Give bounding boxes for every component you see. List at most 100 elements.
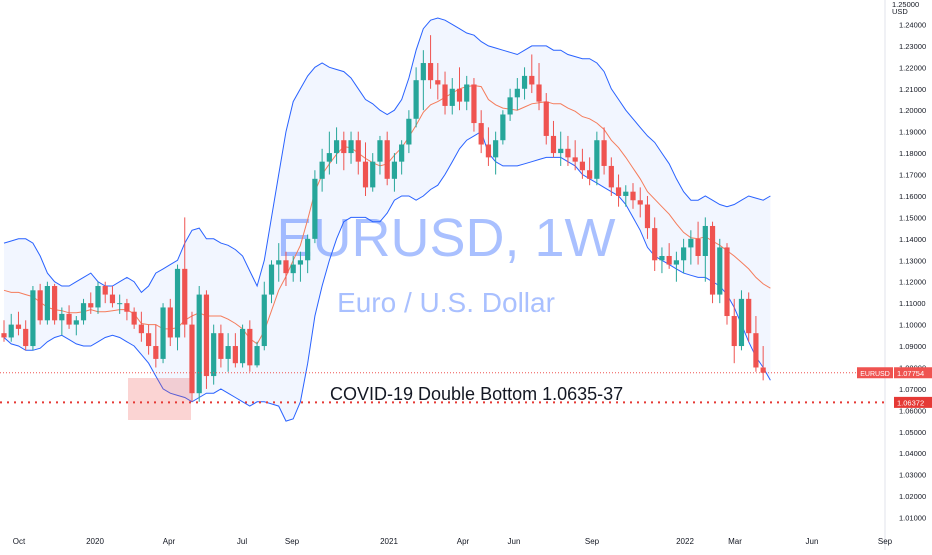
candle — [681, 238, 687, 274]
candle — [290, 255, 296, 282]
candle — [37, 283, 43, 325]
candle — [753, 316, 759, 372]
candle — [15, 311, 22, 336]
time-tick-label: Jun — [508, 537, 521, 546]
candle-body — [30, 290, 36, 347]
candle-body — [312, 178, 318, 239]
candle-body — [529, 75, 535, 85]
last-price-tag — [894, 367, 932, 379]
candle — [355, 131, 361, 175]
candle — [601, 127, 607, 175]
candle — [80, 298, 87, 325]
candle — [305, 234, 311, 274]
candle — [413, 67, 419, 128]
candle-body — [182, 268, 188, 325]
candle — [673, 251, 679, 282]
candle-body — [760, 367, 766, 373]
candle — [746, 292, 752, 342]
candle — [456, 67, 463, 111]
candle — [594, 131, 600, 186]
candle-body — [384, 140, 390, 179]
candle — [153, 324, 159, 368]
candle-body — [709, 225, 716, 295]
candle — [485, 127, 492, 166]
candle — [724, 243, 730, 325]
candle — [146, 324, 152, 355]
candle-body — [109, 294, 116, 304]
candle — [391, 153, 398, 192]
candle — [88, 292, 94, 314]
candle-body — [644, 204, 651, 229]
candle — [666, 243, 672, 269]
candle — [550, 120, 557, 158]
candle-body — [572, 157, 578, 162]
candle-body — [203, 294, 210, 377]
price-tick-label: 1.02000 — [899, 492, 926, 501]
price-tick-label: 1.11000 — [899, 299, 926, 308]
candle-body — [601, 140, 607, 166]
candle — [731, 298, 737, 364]
candle-body — [565, 148, 571, 158]
bollinger-upper-line — [3, 17, 771, 294]
candle-body — [442, 84, 448, 106]
candle-body — [326, 153, 332, 162]
candle-body — [753, 333, 759, 368]
candle — [319, 148, 325, 192]
candle-body — [153, 346, 159, 359]
candle-body — [550, 135, 557, 154]
candle-body — [435, 80, 441, 85]
candle — [435, 63, 441, 100]
candle-body — [124, 303, 130, 312]
price-tick-label: 1.19000 — [899, 128, 926, 137]
candle — [160, 303, 166, 364]
candle — [261, 281, 267, 351]
candle — [630, 183, 636, 209]
price-tick-label: 1.23000 — [899, 42, 926, 51]
candle-body — [717, 247, 723, 295]
candle — [362, 142, 369, 196]
price-tick-label: 1.17000 — [899, 171, 926, 180]
candle — [659, 247, 665, 274]
candle-body — [66, 313, 72, 325]
candle-body — [88, 303, 94, 308]
candle-body — [268, 264, 275, 295]
candle — [283, 251, 289, 287]
candle-body — [594, 140, 600, 179]
candle-body — [695, 238, 701, 256]
candle-body — [406, 118, 412, 145]
candle — [478, 110, 484, 154]
candle-body — [702, 225, 708, 256]
candle-body — [160, 307, 166, 359]
candle-body — [80, 303, 87, 321]
candle — [59, 307, 65, 336]
price-tick-label: 1.16000 — [899, 192, 926, 201]
candle — [608, 157, 614, 196]
candle — [23, 320, 29, 351]
double-bottom-highlight — [128, 378, 191, 420]
price-tick-label: 1.14000 — [899, 235, 926, 244]
price-tick-label: 1.07000 — [899, 385, 926, 394]
candle — [174, 264, 181, 351]
candle-body — [724, 247, 730, 317]
candle — [341, 131, 347, 171]
time-tick-label: Oct — [13, 537, 26, 546]
candle — [268, 260, 275, 304]
candle-body — [225, 346, 231, 359]
candle-body — [59, 313, 65, 321]
candle-body — [449, 88, 455, 106]
candle-body — [189, 324, 195, 394]
symbol-tag-label: EURUSD — [860, 371, 890, 378]
candle — [529, 54, 535, 94]
candle — [138, 311, 144, 342]
candle — [399, 140, 405, 175]
candle-body — [746, 298, 752, 334]
candle-body — [543, 101, 549, 136]
time-axis: Oct 2020 Apr Jul Sep 2021 Apr Jun Sep 2022 Mar Jun S… — [13, 537, 893, 546]
candle-body — [131, 311, 137, 325]
candle-body — [276, 260, 282, 265]
candle-body — [37, 290, 43, 321]
candle-body — [399, 144, 405, 162]
candle — [254, 341, 260, 368]
candle-body — [615, 187, 622, 196]
candle — [688, 230, 694, 265]
